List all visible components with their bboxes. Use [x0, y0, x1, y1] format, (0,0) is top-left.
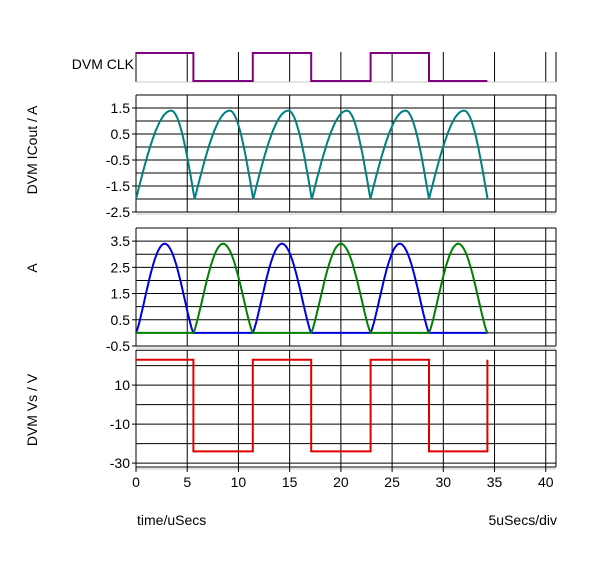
y-tick-label: 2.5 [111, 259, 131, 275]
y-tick-label: 0.5 [111, 312, 131, 328]
x-tick-label: 0 [132, 474, 140, 490]
vs-axis-label: DVM Vs / V [24, 373, 40, 446]
icout-trace [135, 109, 489, 200]
clk-trace [136, 52, 488, 82]
y-tick-label: -0.5 [106, 152, 130, 168]
y-tick-label: -1.5 [106, 178, 130, 194]
x-tick-label: 30 [436, 474, 452, 490]
y-tick-label: 10 [114, 377, 130, 393]
icout-axis-label: DVM ICout / A [24, 105, 40, 194]
grid-layer [135, 52, 557, 467]
green-trace [136, 242, 489, 334]
x-tick-label: 20 [333, 474, 349, 490]
x-tick-label: 25 [384, 474, 400, 490]
blue-trace [135, 242, 488, 334]
y-tick-label: 1.5 [111, 100, 131, 116]
y-tick-label: 0.5 [111, 126, 131, 142]
y-tick-label: -2.5 [106, 204, 130, 220]
series-layer [135, 52, 489, 453]
clk-label: DVM CLK [72, 56, 135, 72]
x-tick-label: 40 [538, 474, 554, 490]
label-layer: DVM CLK 1.5 0.5 -0.5 -1.5 -2.5 DVM ICout / A 3.… [24, 56, 554, 490]
scale-label: 5uSecs/div [489, 512, 557, 528]
x-tick-label: 35 [487, 474, 503, 490]
y-tick-label: -0.5 [106, 338, 130, 354]
vs-trace [136, 358, 489, 453]
axes-layer [132, 81, 556, 472]
x-tick-label: 10 [231, 474, 247, 490]
a-axis-label: A [24, 263, 40, 273]
y-tick-label: -10 [110, 416, 130, 432]
x-tick-label: 5 [183, 474, 191, 490]
y-tick-label: 3.5 [111, 233, 131, 249]
x-tick-label: 15 [282, 474, 298, 490]
y-tick-label: 1.5 [111, 286, 131, 302]
y-tick-label: -30 [110, 455, 130, 471]
x-axis-label: time/uSecs [137, 512, 206, 528]
